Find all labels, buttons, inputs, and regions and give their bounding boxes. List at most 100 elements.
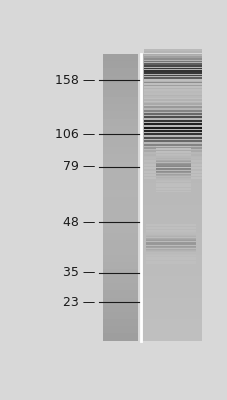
Bar <box>102 240 138 248</box>
Bar <box>144 96 201 98</box>
Bar <box>102 111 138 119</box>
Bar <box>155 168 190 169</box>
Bar <box>143 104 201 112</box>
Bar <box>144 82 201 83</box>
Bar <box>143 261 201 269</box>
Bar <box>144 103 201 105</box>
Bar <box>145 250 195 251</box>
Bar <box>145 242 195 243</box>
Bar <box>155 164 190 166</box>
Bar <box>155 171 190 172</box>
Bar <box>144 40 201 41</box>
Bar <box>145 227 195 228</box>
Bar <box>145 252 195 254</box>
Bar <box>144 177 201 180</box>
Bar <box>143 125 201 133</box>
Bar <box>144 51 201 53</box>
Bar <box>155 188 190 189</box>
Bar <box>102 75 138 83</box>
Bar <box>144 96 201 97</box>
Bar <box>102 261 138 269</box>
Bar <box>144 110 201 112</box>
Bar <box>102 175 138 183</box>
Bar <box>145 243 195 244</box>
Bar <box>144 160 201 162</box>
Bar <box>145 231 195 232</box>
Bar <box>155 169 190 170</box>
Bar <box>144 72 201 74</box>
Bar <box>102 268 138 276</box>
Bar <box>144 66 201 67</box>
Bar <box>144 164 201 166</box>
Bar <box>144 80 201 81</box>
Bar <box>144 47 201 48</box>
Bar <box>102 276 138 283</box>
Bar <box>145 239 195 240</box>
Bar <box>102 211 138 219</box>
Bar <box>144 116 201 118</box>
Bar <box>144 154 201 156</box>
Bar <box>144 123 201 125</box>
Bar <box>145 224 195 225</box>
Bar <box>102 333 138 341</box>
Bar <box>102 104 138 112</box>
Bar <box>144 75 201 76</box>
Bar <box>143 75 201 83</box>
Bar <box>102 283 138 290</box>
Bar <box>143 54 201 61</box>
Bar <box>144 93 201 95</box>
Bar <box>144 42 201 44</box>
Bar <box>143 232 201 240</box>
Bar <box>144 79 201 81</box>
Bar <box>143 247 201 255</box>
Bar <box>144 91 201 93</box>
Text: 48 —: 48 — <box>63 216 95 228</box>
Bar <box>144 105 201 107</box>
Bar <box>143 82 201 90</box>
Bar <box>144 100 201 102</box>
Bar <box>143 197 201 204</box>
Bar <box>143 161 201 169</box>
Bar <box>155 178 190 180</box>
Bar <box>144 82 201 84</box>
Bar <box>145 240 195 241</box>
Bar <box>143 283 201 290</box>
Bar <box>143 154 201 162</box>
Bar <box>102 311 138 319</box>
Bar <box>144 37 201 39</box>
Bar <box>143 132 201 140</box>
Bar <box>144 89 201 90</box>
Bar <box>145 232 195 233</box>
Bar <box>143 268 201 276</box>
Bar <box>155 175 190 176</box>
Bar <box>143 190 201 197</box>
Bar <box>102 147 138 154</box>
Bar <box>102 132 138 140</box>
Text: 35 —: 35 — <box>63 266 95 279</box>
Bar <box>144 120 201 122</box>
Bar <box>144 157 201 159</box>
Bar <box>144 171 201 173</box>
Bar <box>144 86 201 88</box>
Bar <box>145 244 195 246</box>
Bar <box>102 318 138 326</box>
Bar <box>143 54 201 341</box>
Bar <box>144 137 201 139</box>
Text: 158 —: 158 — <box>55 74 95 87</box>
Bar <box>145 259 195 260</box>
Bar <box>144 100 201 102</box>
Bar <box>144 130 201 132</box>
Bar <box>155 172 190 173</box>
Bar <box>143 211 201 219</box>
Bar <box>145 255 195 256</box>
Bar <box>102 197 138 204</box>
Bar <box>144 147 201 149</box>
Bar <box>144 54 201 55</box>
Bar <box>145 236 195 237</box>
Bar <box>155 184 190 186</box>
Bar <box>143 326 201 334</box>
Bar <box>144 106 201 108</box>
Bar <box>155 160 190 161</box>
Bar <box>144 133 201 135</box>
Bar <box>144 63 201 64</box>
